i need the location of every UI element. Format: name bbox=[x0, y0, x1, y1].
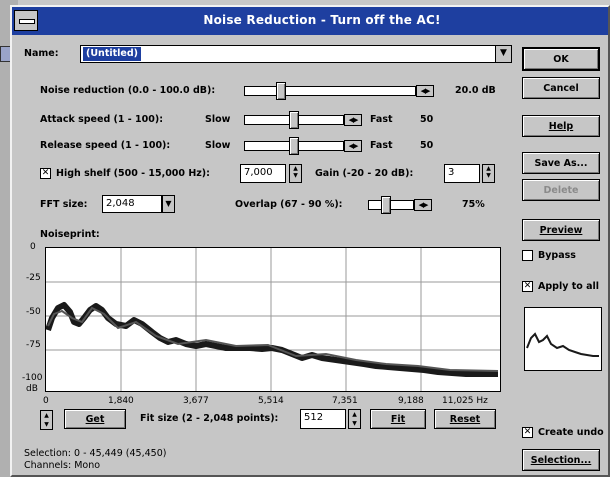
noiseprint-curve bbox=[46, 302, 498, 377]
help-button[interactable]: Help bbox=[522, 115, 600, 137]
high-shelf-spin-icon[interactable]: ▲ ▼ bbox=[289, 164, 302, 183]
apply-to-all-label: Apply to all bbox=[538, 281, 600, 292]
x-tick-0: 0 bbox=[43, 396, 49, 406]
cancel-button[interactable]: Cancel bbox=[522, 77, 600, 99]
overlap-label: Overlap (67 - 90 %): bbox=[235, 199, 343, 210]
noiseprint-svg bbox=[46, 248, 500, 391]
attack-speed-label: Attack speed (1 - 100): bbox=[40, 114, 164, 125]
name-label: Name: bbox=[24, 48, 59, 59]
fit-size-label: Fit size (2 - 2,048 points): bbox=[140, 413, 279, 424]
noise-reduction-slider-arrows[interactable]: ◀▶ bbox=[416, 85, 434, 97]
gain-input[interactable]: 3 bbox=[444, 164, 480, 183]
noise-reduction-label: Noise reduction (0.0 - 100.0 dB): bbox=[40, 85, 216, 96]
noise-reduction-value: 20.0 dB bbox=[455, 85, 496, 96]
fit-size-spin-icon[interactable]: ▲ ▼ bbox=[348, 409, 361, 429]
y-tick-25: -25 bbox=[26, 273, 41, 283]
high-shelf-checkbox[interactable]: ✕ bbox=[40, 168, 51, 179]
selection-status-label: Selection: bbox=[24, 448, 71, 459]
selection-status-value: 0 - 45,449 (45,450) bbox=[74, 448, 167, 459]
save-as-button[interactable]: Save As... bbox=[522, 152, 600, 174]
attack-speed-slider-arrows[interactable]: ◀▶ bbox=[344, 114, 362, 126]
get-button[interactable]: Get bbox=[64, 409, 126, 429]
x-tick-9188: 9,188 bbox=[398, 396, 424, 406]
fft-size-label: FFT size: bbox=[40, 199, 88, 210]
attack-speed-slider-thumb[interactable] bbox=[289, 111, 299, 129]
release-speed-slider-thumb[interactable] bbox=[289, 137, 299, 155]
attack-speed-value: 50 bbox=[420, 114, 434, 125]
x-tick-7351: 7,351 bbox=[332, 396, 358, 406]
overlap-slider-arrows[interactable]: ◀▶ bbox=[414, 199, 432, 211]
gain-label: Gain (-20 - 20 dB): bbox=[315, 168, 414, 179]
y-tick-100: -100 bbox=[22, 373, 43, 383]
preset-name-value: (Untitled) bbox=[83, 47, 141, 61]
attack-slow-label: Slow bbox=[205, 114, 231, 125]
title-bar[interactable]: Noise Reduction - Turn off the AC! bbox=[12, 7, 608, 35]
attack-fast-label: Fast bbox=[370, 114, 393, 125]
fft-size-dropdown-icon[interactable]: ▼ bbox=[162, 195, 175, 213]
grid-horizontal bbox=[46, 281, 500, 351]
gain-spin-icon[interactable]: ▲ ▼ bbox=[482, 164, 495, 183]
preview-button[interactable]: Preview bbox=[522, 219, 600, 241]
x-tick-5514: 5,514 bbox=[258, 396, 284, 406]
fit-button[interactable]: Fit bbox=[370, 409, 426, 429]
waveform-thumbnail-svg bbox=[526, 332, 599, 357]
y-tick-50: -50 bbox=[26, 307, 41, 317]
waveform-thumbnail bbox=[524, 307, 602, 371]
noise-reduction-dialog: Noise Reduction - Turn off the AC! Name:… bbox=[10, 5, 610, 477]
selection-button[interactable]: Selection... bbox=[522, 449, 600, 471]
channels-status-label: Channels: bbox=[24, 460, 72, 471]
channels-status-value: Mono bbox=[74, 460, 101, 471]
x-tick-3677: 3,677 bbox=[183, 396, 209, 406]
fit-size-input[interactable]: 512 bbox=[300, 409, 346, 429]
release-speed-slider-arrows[interactable]: ◀▶ bbox=[344, 140, 362, 152]
noise-reduction-slider-thumb[interactable] bbox=[276, 82, 287, 100]
channels-status: Channels: Mono bbox=[24, 460, 100, 471]
window-title: Noise Reduction - Turn off the AC! bbox=[203, 13, 441, 27]
release-speed-label: Release speed (1 - 100): bbox=[40, 140, 171, 151]
noiseprint-curve-noise bbox=[47, 306, 499, 372]
reset-button[interactable]: Reset bbox=[434, 409, 496, 429]
y-unit: dB bbox=[26, 384, 38, 394]
high-shelf-input[interactable]: 7,000 bbox=[240, 164, 286, 183]
release-speed-value: 50 bbox=[420, 140, 434, 151]
waveform-thumbnail-curve bbox=[526, 332, 599, 357]
noise-reduction-slider-track[interactable] bbox=[244, 86, 416, 96]
delete-button[interactable]: Delete bbox=[522, 179, 600, 201]
bypass-checkbox[interactable] bbox=[522, 250, 533, 261]
overlap-slider-track[interactable] bbox=[368, 200, 414, 210]
overlap-slider-thumb[interactable] bbox=[380, 196, 391, 214]
high-shelf-label: High shelf (500 - 15,000 Hz): bbox=[56, 168, 210, 179]
apply-to-all-checkbox[interactable]: ✕ bbox=[522, 281, 533, 292]
release-fast-label: Fast bbox=[370, 140, 393, 151]
noiseprint-graph[interactable] bbox=[45, 247, 501, 392]
grid-vertical bbox=[120, 248, 422, 391]
overlap-value: 75% bbox=[462, 199, 485, 210]
create-undo-label: Create undo bbox=[538, 427, 604, 438]
ok-button[interactable]: OK bbox=[522, 47, 600, 71]
bypass-label: Bypass bbox=[538, 250, 576, 261]
chevron-down-icon[interactable]: ▼ bbox=[495, 46, 511, 62]
y-tick-75: -75 bbox=[26, 340, 41, 350]
x-tick-11025: 11,025 Hz bbox=[442, 396, 488, 406]
x-tick-1840: 1,840 bbox=[108, 396, 134, 406]
system-menu-icon[interactable] bbox=[14, 10, 38, 31]
create-undo-checkbox[interactable]: ✕ bbox=[522, 427, 533, 438]
fft-size-select[interactable]: 2,048 bbox=[102, 195, 162, 213]
preset-name-combobox[interactable]: (Untitled) ▼ bbox=[80, 45, 512, 63]
y-tick-0: 0 bbox=[30, 242, 36, 252]
noiseprint-label: Noiseprint: bbox=[40, 229, 100, 240]
graph-scroll-spin-icon[interactable]: ▲ ▼ bbox=[40, 410, 53, 430]
selection-status: Selection: 0 - 45,449 (45,450) bbox=[24, 448, 166, 459]
release-slow-label: Slow bbox=[205, 140, 231, 151]
